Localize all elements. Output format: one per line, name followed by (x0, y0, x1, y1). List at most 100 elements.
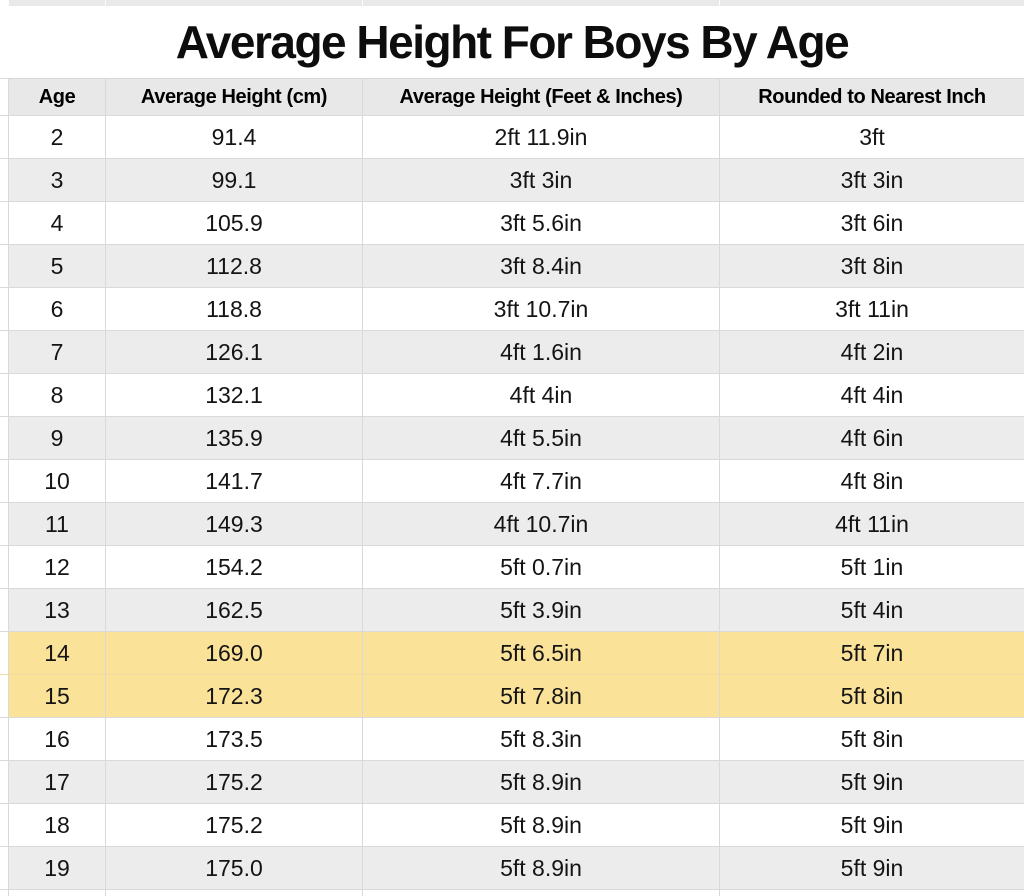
table-row: 8 132.1 4ft 4in 4ft 4in (0, 373, 1024, 416)
row-left-margin (0, 245, 8, 287)
row-left-margin (0, 288, 8, 330)
column-header-age: Age (8, 79, 105, 115)
cell-age: 7 (8, 331, 105, 373)
cell-height-cm: 172.3 (105, 675, 362, 717)
row-left-margin (0, 116, 8, 158)
cell-age: 16 (8, 718, 105, 760)
table-row: 19 175.0 5ft 8.9in 5ft 9in (0, 846, 1024, 889)
cell-height-cm: 99.1 (105, 159, 362, 201)
cell-height-cm: 118.8 (105, 288, 362, 330)
table-row: 18 175.2 5ft 8.9in 5ft 9in (0, 803, 1024, 846)
cell-age: 19 (8, 847, 105, 889)
cell-rounded-inch: 5ft 8in (719, 675, 1024, 717)
table-row: 13 162.5 5ft 3.9in 5ft 4in (0, 588, 1024, 631)
gridline (0, 890, 8, 896)
cell-height-feet-inches: 5ft 7.8in (362, 675, 719, 717)
cell-rounded-inch: 5ft 1in (719, 546, 1024, 588)
data-table: Age Average Height (cm) Average Height (Fe… (0, 78, 1024, 889)
header-row: Age Average Height (cm) Average Height (Fe… (0, 78, 1024, 115)
cell-rounded-inch: 4ft 2in (719, 331, 1024, 373)
row-left-margin (0, 761, 8, 803)
cell-age: 8 (8, 374, 105, 416)
cell-height-cm: 154.2 (105, 546, 362, 588)
gridline (362, 890, 719, 896)
cell-age: 3 (8, 159, 105, 201)
row-left-margin (0, 847, 8, 889)
table-row: 3 99.1 3ft 3in 3ft 3in (0, 158, 1024, 201)
table-body: 2 91.4 2ft 11.9in 3ft 3 99.1 3ft 3in 3ft 3in 4 10… (0, 115, 1024, 889)
row-left-margin (0, 718, 8, 760)
cell-age: 5 (8, 245, 105, 287)
cell-rounded-inch: 5ft 8in (719, 718, 1024, 760)
gridline (105, 0, 362, 6)
cell-height-cm: 112.8 (105, 245, 362, 287)
cell-height-cm: 135.9 (105, 417, 362, 459)
cell-height-cm: 169.0 (105, 632, 362, 674)
gridline (8, 890, 105, 896)
row-left-margin (0, 159, 8, 201)
cell-height-feet-inches: 5ft 0.7in (362, 546, 719, 588)
table-row: 5 112.8 3ft 8.4in 3ft 8in (0, 244, 1024, 287)
table-row: 14 169.0 5ft 6.5in 5ft 7in (0, 631, 1024, 674)
cell-height-feet-inches: 4ft 7.7in (362, 460, 719, 502)
cell-height-cm: 91.4 (105, 116, 362, 158)
title-bar: Average Height For Boys By Age (0, 6, 1024, 78)
cell-height-feet-inches: 3ft 8.4in (362, 245, 719, 287)
cell-height-cm: 175.0 (105, 847, 362, 889)
row-left-margin (0, 417, 8, 459)
cell-age: 2 (8, 116, 105, 158)
table-row: 11 149.3 4ft 10.7in 4ft 11in (0, 502, 1024, 545)
cell-height-feet-inches: 3ft 10.7in (362, 288, 719, 330)
row-left-margin (0, 374, 8, 416)
bottom-edge-row-sliver (0, 889, 1024, 896)
gridline (719, 890, 1024, 896)
cell-height-feet-inches: 3ft 3in (362, 159, 719, 201)
cell-height-cm: 126.1 (105, 331, 362, 373)
row-left-margin (0, 632, 8, 674)
column-header-height-cm: Average Height (cm) (105, 79, 362, 115)
cell-rounded-inch: 5ft 9in (719, 847, 1024, 889)
cell-height-feet-inches: 5ft 8.9in (362, 804, 719, 846)
cell-rounded-inch: 4ft 6in (719, 417, 1024, 459)
gridline (8, 0, 105, 6)
cell-height-feet-inches: 4ft 5.5in (362, 417, 719, 459)
cell-height-feet-inches: 4ft 4in (362, 374, 719, 416)
cell-rounded-inch: 3ft 6in (719, 202, 1024, 244)
cell-age: 6 (8, 288, 105, 330)
cell-rounded-inch: 5ft 9in (719, 761, 1024, 803)
cell-rounded-inch: 5ft 7in (719, 632, 1024, 674)
row-left-margin (0, 460, 8, 502)
table-row: 15 172.3 5ft 7.8in 5ft 8in (0, 674, 1024, 717)
table-row: 17 175.2 5ft 8.9in 5ft 9in (0, 760, 1024, 803)
gridline (0, 0, 8, 6)
cell-height-cm: 175.2 (105, 804, 362, 846)
cell-height-feet-inches: 4ft 10.7in (362, 503, 719, 545)
cell-height-feet-inches: 2ft 11.9in (362, 116, 719, 158)
row-left-margin (0, 202, 8, 244)
column-header-rounded-inch: Rounded to Nearest Inch (719, 79, 1024, 115)
cell-age: 4 (8, 202, 105, 244)
cell-height-cm: 175.2 (105, 761, 362, 803)
top-edge-row-sliver (0, 0, 1024, 6)
cell-height-cm: 141.7 (105, 460, 362, 502)
cell-height-cm: 105.9 (105, 202, 362, 244)
cell-rounded-inch: 3ft (719, 116, 1024, 158)
cell-age: 11 (8, 503, 105, 545)
cell-height-feet-inches: 4ft 1.6in (362, 331, 719, 373)
cell-height-feet-inches: 5ft 8.3in (362, 718, 719, 760)
table-row: 16 173.5 5ft 8.3in 5ft 8in (0, 717, 1024, 760)
cell-age: 15 (8, 675, 105, 717)
row-left-margin (0, 503, 8, 545)
cell-rounded-inch: 3ft 11in (719, 288, 1024, 330)
row-left-margin (0, 804, 8, 846)
column-header-height-feet-inches: Average Height (Feet & Inches) (362, 79, 719, 115)
row-left-margin (0, 675, 8, 717)
cell-rounded-inch: 4ft 4in (719, 374, 1024, 416)
table-row: 4 105.9 3ft 5.6in 3ft 6in (0, 201, 1024, 244)
cell-age: 17 (8, 761, 105, 803)
cell-age: 10 (8, 460, 105, 502)
cell-height-feet-inches: 5ft 8.9in (362, 847, 719, 889)
table-row: 10 141.7 4ft 7.7in 4ft 8in (0, 459, 1024, 502)
cell-rounded-inch: 3ft 8in (719, 245, 1024, 287)
